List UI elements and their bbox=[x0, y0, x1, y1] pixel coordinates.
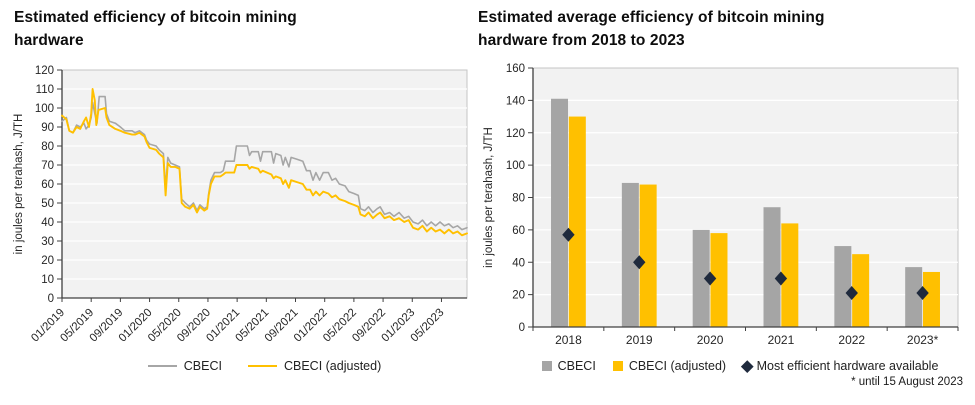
x-category-label: 2023* bbox=[907, 333, 939, 347]
y-tick-label: 80 bbox=[512, 193, 525, 205]
y-tick-label: 140 bbox=[506, 95, 525, 107]
legend-item-cbeci-bar: CBECI bbox=[541, 359, 596, 373]
legend-label-cbeci-bar: CBECI bbox=[557, 359, 596, 373]
legend-label-cbeci-adjusted-bar: CBECI (adjusted) bbox=[628, 359, 727, 373]
left-chart-title: Estimated efficiency of bitcoin mining h… bbox=[14, 9, 297, 50]
y-tick-label: 100 bbox=[506, 160, 525, 172]
bar-cbeci-2022 bbox=[834, 246, 852, 327]
cbeci-adjusted-line-swatch bbox=[247, 364, 277, 368]
cbeci-line-swatch bbox=[147, 364, 177, 368]
bar-cbeci-adjusted-2023 bbox=[922, 271, 940, 327]
bar-cbeci-2023 bbox=[905, 267, 923, 327]
y-tick-label: 40 bbox=[41, 217, 54, 229]
y-tick-label: 50 bbox=[41, 198, 54, 210]
y-tick-label: 120 bbox=[35, 65, 54, 77]
bar-cbeci-adjusted-2020 bbox=[710, 233, 728, 327]
y-tick-label: 20 bbox=[512, 290, 525, 302]
legend-item-cbeci: CBECI bbox=[147, 359, 222, 373]
line-chart-legend: CBECI CBECI (adjusted) bbox=[62, 359, 467, 373]
bar-cbeci-adjusted-2019 bbox=[639, 184, 657, 327]
diamond-marker-swatch bbox=[741, 359, 754, 373]
x-category-label: 2020 bbox=[697, 333, 724, 347]
y-tick-label: 0 bbox=[519, 322, 525, 334]
bar-chart: 0 20 40 60 80 100 120 140 160 2018 2019 2020 2021 202… bbox=[483, 63, 959, 347]
y-tick-label: 40 bbox=[512, 257, 525, 269]
x-category-label: 2019 bbox=[626, 333, 653, 347]
marker-most-efficient-hardware-available-2020 bbox=[703, 271, 717, 286]
y-tick-label: 160 bbox=[506, 63, 525, 75]
y-tick-label: 100 bbox=[35, 103, 54, 115]
bar-chart-legend: CBECI CBECI (adjusted) Most efficient ha… bbox=[520, 359, 960, 373]
bar-cbeci-adjusted-2022 bbox=[852, 254, 870, 327]
series-line-cbeci bbox=[61, 95, 468, 231]
legend-label-most-efficient: Most efficient hardware available bbox=[756, 359, 939, 373]
y-tick-label: 80 bbox=[41, 141, 54, 153]
legend-item-most-efficient: Most efficient hardware available bbox=[741, 359, 939, 373]
legend-item-cbeci-adjusted: CBECI (adjusted) bbox=[247, 359, 382, 373]
axes bbox=[532, 68, 958, 328]
bar-cbeci-adjusted-2021 bbox=[781, 223, 799, 327]
footnote: * until 15 August 2023 bbox=[851, 376, 963, 388]
left-y-axis-title: in joules per terahash, J/TH bbox=[13, 114, 25, 255]
x-category-label: 2018 bbox=[555, 333, 582, 347]
legend-label-cbeci: CBECI bbox=[183, 359, 222, 373]
legend-item-cbeci-adjusted-bar: CBECI (adjusted) bbox=[612, 359, 727, 373]
line-chart: 010203040506070809010011012001/201905/20… bbox=[13, 65, 468, 345]
y-tick-label: 20 bbox=[41, 255, 54, 267]
y-tick-label: 30 bbox=[41, 236, 54, 248]
right-y-axis-title: in joules per terahash, J/TH bbox=[483, 127, 495, 268]
x-category-label: 2022 bbox=[838, 333, 865, 347]
marker-most-efficient-hardware-available-2022 bbox=[845, 286, 858, 301]
marker-most-efficient-hardware-available-2019 bbox=[633, 255, 646, 270]
marker-most-efficient-hardware-available-2023 bbox=[916, 286, 929, 301]
y-tick-label: 70 bbox=[41, 160, 54, 172]
legend-label-cbeci-adjusted: CBECI (adjusted) bbox=[283, 359, 382, 373]
right-chart-title: Estimated average efficiency of bitcoin … bbox=[478, 9, 825, 50]
x-category-label: 2021 bbox=[768, 333, 795, 347]
y-tick-label: 60 bbox=[512, 225, 525, 237]
marker-most-efficient-hardware-available-2021 bbox=[774, 271, 788, 286]
series-line-cbeci-adjusted bbox=[61, 88, 468, 237]
bar-cbeci-2019 bbox=[621, 182, 639, 327]
bar-cbeci-2020 bbox=[692, 229, 710, 327]
bar-cbeci-adjusted-2018 bbox=[568, 116, 586, 327]
marker-most-efficient-hardware-available-2018 bbox=[562, 227, 575, 242]
axes bbox=[61, 70, 467, 299]
cbeci-adjusted-square-swatch bbox=[612, 361, 623, 371]
y-tick-label: 0 bbox=[48, 293, 54, 305]
y-tick-label: 10 bbox=[41, 274, 54, 286]
bar-cbeci-2021 bbox=[763, 207, 781, 327]
y-tick-label: 90 bbox=[41, 122, 54, 134]
cbeci-square-swatch bbox=[541, 361, 552, 371]
bar-cbeci-2018 bbox=[551, 98, 569, 327]
y-tick-label: 60 bbox=[41, 179, 54, 191]
y-tick-label: 110 bbox=[36, 84, 54, 96]
y-tick-label: 120 bbox=[506, 128, 525, 140]
